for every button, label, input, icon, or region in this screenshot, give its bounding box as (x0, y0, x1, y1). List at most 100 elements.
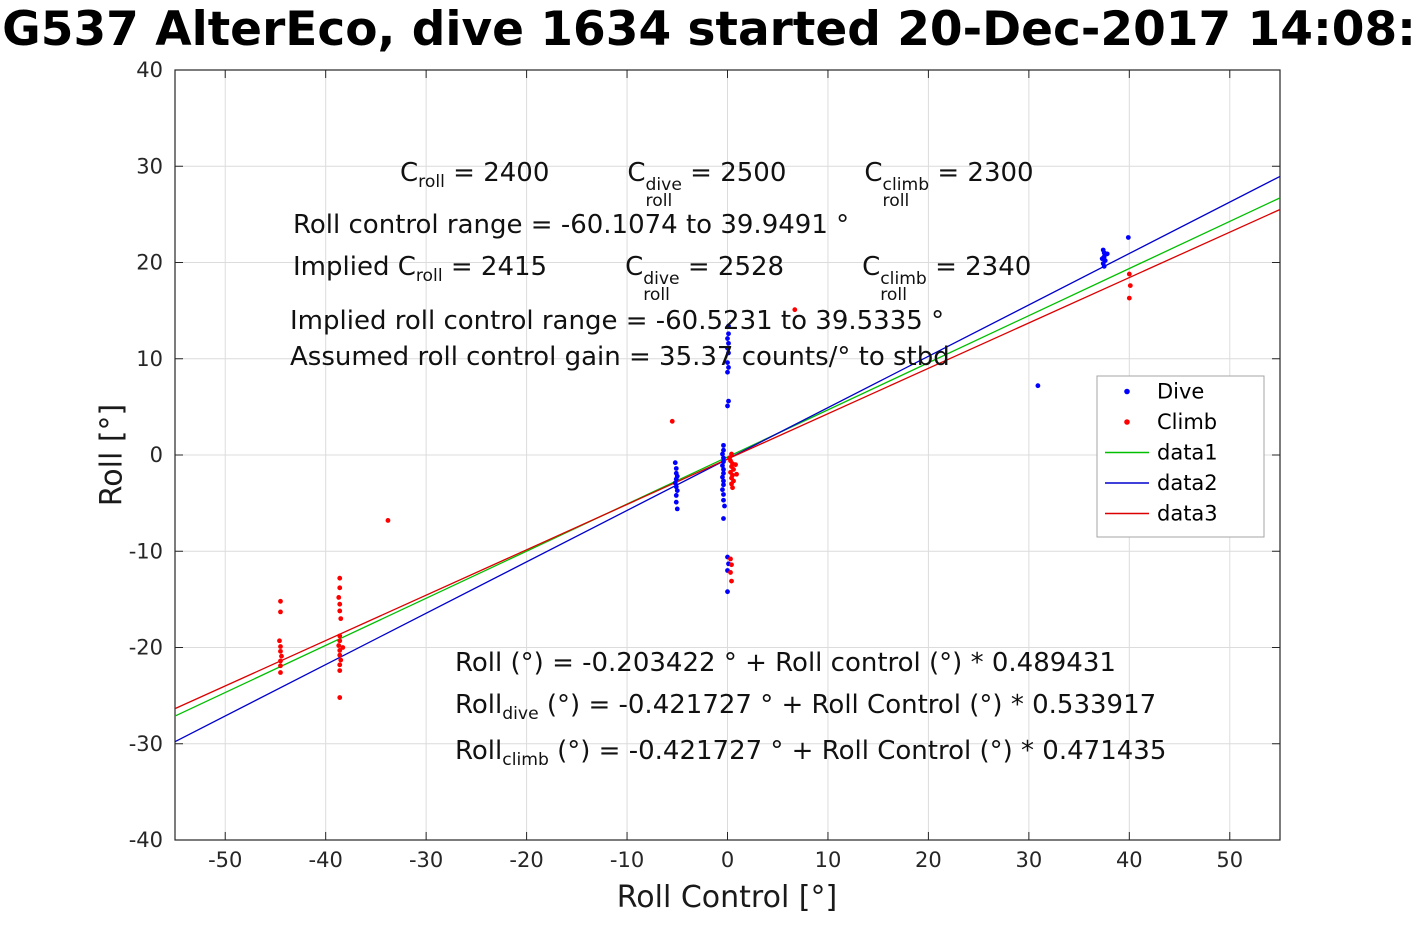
point-dive (673, 476, 679, 482)
y-axis-label: Roll [°] (94, 403, 130, 507)
point-climb (337, 638, 343, 644)
legend-label: data3 (1157, 502, 1218, 526)
point-dive (721, 497, 726, 503)
point-dive (1099, 256, 1105, 262)
point-dive (673, 499, 679, 505)
y-tick-label: 10 (136, 347, 163, 371)
point-climb (337, 647, 343, 653)
point-climb (337, 633, 343, 639)
point-climb (734, 471, 739, 477)
point-climb (337, 695, 343, 700)
legend-label: data2 (1157, 471, 1218, 495)
point-climb (278, 663, 283, 669)
point-dive (721, 447, 726, 453)
point-dive (721, 482, 726, 488)
point-dive (726, 398, 731, 404)
legend-label: Climb (1157, 410, 1217, 434)
point-climb (731, 467, 736, 472)
point-dive (720, 463, 725, 468)
legend-marker-climb-icon (1124, 419, 1130, 425)
point-climb (338, 657, 344, 663)
point-climb (337, 585, 343, 591)
point-climb (385, 518, 391, 523)
point-dive (721, 492, 726, 497)
x-tick-label: -50 (208, 848, 242, 872)
x-tick-label: 50 (1216, 848, 1243, 872)
point-dive (725, 345, 730, 351)
x-tick-label: 20 (915, 848, 942, 872)
legend-label: Dive (1157, 380, 1204, 404)
point-dive (674, 506, 680, 512)
point-dive (722, 503, 727, 509)
point-dive (721, 455, 726, 461)
point-dive (1101, 263, 1107, 269)
legend-label: data1 (1157, 441, 1218, 465)
point-climb (337, 601, 343, 607)
legend-marker-dive-icon (1124, 388, 1130, 395)
y-tick-label: -30 (129, 732, 163, 756)
y-tick-label: 20 (136, 251, 163, 275)
x-tick-label: -10 (610, 848, 644, 872)
y-tick-label: -40 (129, 828, 163, 852)
point-dive (725, 360, 730, 365)
point-climb (278, 670, 283, 675)
point-dive (1035, 383, 1041, 389)
y-tick-label: -20 (129, 636, 163, 660)
point-dive (720, 487, 725, 493)
point-dive (720, 451, 725, 457)
point-dive (725, 369, 730, 375)
y-tick-label: -10 (129, 539, 163, 563)
point-climb (730, 485, 735, 491)
point-climb (1126, 295, 1132, 301)
point-dive (721, 478, 726, 484)
point-climb (669, 418, 675, 424)
x-tick-label: 30 (1015, 848, 1042, 872)
x-tick-label: 40 (1116, 848, 1143, 872)
point-climb (279, 653, 284, 659)
point-climb (729, 481, 734, 487)
point-climb (733, 462, 738, 468)
x-tick-label: 10 (815, 848, 842, 872)
point-dive (721, 467, 726, 472)
point-dive (672, 460, 678, 466)
y-tick-label: 30 (136, 154, 163, 178)
point-dive (721, 459, 726, 465)
point-dive (1125, 235, 1131, 240)
point-dive (674, 488, 680, 494)
point-dive (725, 589, 730, 595)
point-dive (1104, 251, 1110, 257)
point-dive (726, 350, 731, 356)
x-tick-label: -40 (309, 848, 343, 872)
point-climb (337, 662, 343, 668)
x-axis-label: Roll Control [°] (616, 880, 838, 915)
point-climb (278, 644, 283, 649)
point-dive (726, 340, 731, 346)
point-climb (340, 645, 346, 650)
point-dive (721, 516, 726, 521)
point-climb (337, 652, 343, 658)
point-dive (673, 466, 679, 471)
point-climb (336, 643, 342, 648)
point-climb (728, 570, 733, 575)
x-tick-label: -20 (509, 848, 543, 872)
point-climb (728, 556, 733, 562)
point-climb (792, 307, 798, 313)
point-climb (337, 608, 343, 614)
point-dive (673, 493, 679, 498)
point-dive (721, 470, 726, 476)
point-climb (338, 616, 344, 622)
point-climb (277, 638, 282, 644)
point-climb (337, 575, 343, 581)
point-dive (672, 480, 678, 486)
point-dive (726, 365, 731, 370)
point-climb (1127, 283, 1133, 288)
point-dive (725, 403, 730, 409)
point-climb (729, 578, 734, 584)
point-dive (721, 442, 726, 448)
point-dive (726, 323, 731, 329)
y-tick-label: 40 (136, 58, 163, 82)
y-tick-label: 0 (150, 443, 163, 467)
x-tick-label: -30 (409, 848, 443, 872)
